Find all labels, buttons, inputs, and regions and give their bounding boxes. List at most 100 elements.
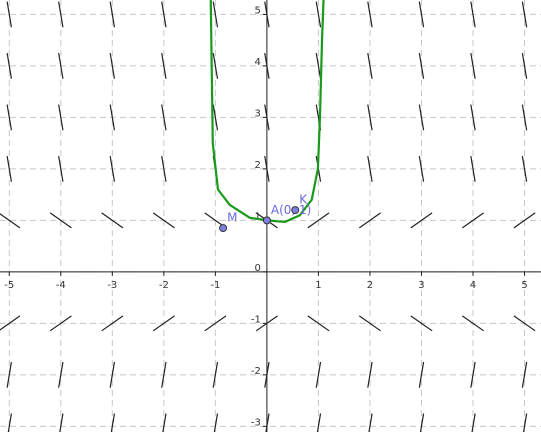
slope-segment [316,413,322,432]
slope-segment [367,104,373,131]
slope-segment [110,413,116,432]
slope-segment [470,1,476,28]
slope-segment [161,155,167,182]
slope-segment [255,315,278,332]
slope-segment [418,104,425,131]
x-tick-label: 3 [418,280,424,291]
slope-segment [410,315,433,332]
slope-segment [49,212,72,229]
slope-segment [161,1,167,28]
slope-segment [264,104,270,131]
slope-segment [264,155,270,182]
slope-segment [265,413,270,432]
slope-segment [470,155,476,182]
slope-segment [0,315,21,331]
slope-segment [307,315,330,332]
slope-segment [358,315,381,332]
slope-segment [461,212,484,229]
slope-segment [204,315,227,332]
slope-segment [109,52,116,79]
slope-segment [513,315,536,332]
slope-segment [109,361,116,388]
y-tick-label: 4 [255,57,261,68]
slope-segment [152,212,175,229]
slope-segment [521,1,528,28]
slope-segment [213,413,219,432]
slope-segment [212,1,219,28]
point [291,206,300,215]
slope-segment [109,104,116,131]
slope-segment [212,52,219,79]
slope-segment [418,155,425,182]
y-tick-label: 0 [255,263,261,274]
slope-segment [0,213,21,229]
x-tick-label: -1 [210,280,220,291]
slope-segment [521,52,528,79]
y-tick-label: -3 [251,417,261,428]
x-tick-label: 1 [315,280,321,291]
y-tick-label: 1 [255,211,261,222]
slope-segment [161,104,167,131]
x-tick-label: 2 [367,280,373,291]
slope-segment [521,361,528,388]
point-label: A(0, 1) [271,203,311,217]
slope-segment [471,413,476,432]
slope-segment [264,52,270,79]
slope-segment [58,1,64,28]
slope-segment [152,315,175,332]
slope-segment [315,361,322,388]
slope-segment [264,361,270,388]
slope-segment [161,52,167,79]
slope-segment [6,104,13,131]
slope-segment [368,413,373,432]
slope-segment [6,155,13,182]
solution-curve [209,0,325,224]
x-tick-label: 5 [521,280,527,291]
slope-segment [58,104,64,131]
point-label: K [299,193,308,207]
slope-segment [59,413,64,432]
slope-segment [6,361,13,388]
slope-segment [264,1,270,28]
slope-segment [49,315,72,332]
slope-segment [521,104,528,131]
x-tick-label: -3 [107,280,117,291]
point [262,216,271,225]
x-tick-label: -5 [4,280,14,291]
slope-segment [6,52,13,79]
slope-segment [419,413,425,432]
slope-segment [367,155,373,182]
slope-segment [161,361,167,388]
slope-segment [470,361,476,388]
slope-segment [58,155,64,182]
slope-segment [101,212,124,229]
slope-segment [315,52,322,79]
slope-segment [410,212,433,229]
slope-segment [513,212,536,229]
slope-segment [522,413,528,432]
y-tick-label: 3 [255,108,261,119]
point [219,224,228,233]
y-tick-label: -2 [251,366,261,377]
slope-segment [367,361,373,388]
slope-segment [418,52,425,79]
y-tick-label: 5 [255,5,261,16]
slope-segment [58,52,64,79]
slope-segment [109,155,116,182]
slope-segment [212,361,219,388]
slope-segment [418,361,425,388]
slope-segment [470,52,476,79]
y-tick-label: -1 [251,314,261,325]
slope-segment [7,413,13,432]
y-tick-label: 2 [255,160,261,171]
slope-segment [418,1,425,28]
slope-segment [367,52,373,79]
slope-segment [367,1,373,28]
slope-segment [470,104,476,131]
slope-segment [212,104,219,131]
slope-segment [162,413,167,432]
slope-segment [58,361,64,388]
slope-segment [101,315,124,332]
slope-segment [6,1,13,28]
